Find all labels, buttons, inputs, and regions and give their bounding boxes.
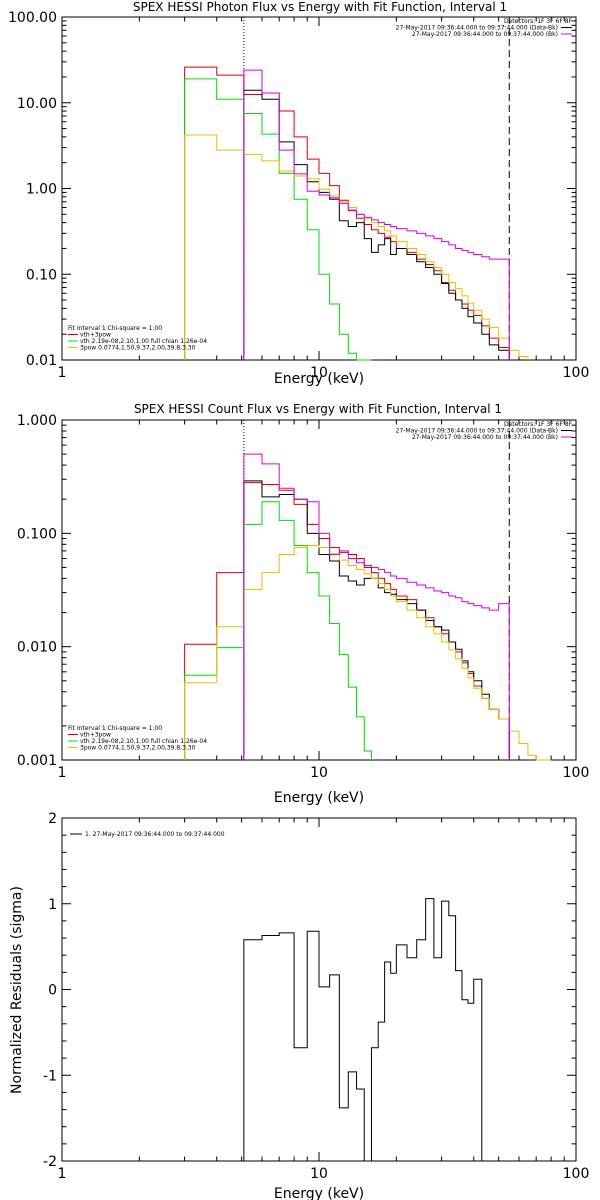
- legend-bottom-entry: 3pow 0.0774,1.50,9.37,2.00,39.8,3.30: [80, 745, 196, 752]
- residuals-y-axis-label: Normalized Residuals (sigma): [9, 886, 25, 1094]
- legend-bottom-entry: vth 2.19e-08,2.10,1.00 full chian 1.26e-…: [80, 338, 207, 345]
- count-flux-x-axis-label: Energy (keV): [274, 790, 364, 806]
- legend-top-entry: Detectors: 1F 3F 6F 8F: [504, 421, 573, 428]
- legend-top-entry: 27-May-2017 09:36:44.000 to 09:37:44.000…: [396, 428, 558, 435]
- green-vth-component-step-line: [184, 501, 372, 760]
- red-vth-3pow-fit-step-line: [184, 482, 510, 760]
- black-data-minus-background-step-line: [243, 89, 510, 360]
- legend-top-entry: Detectors: 1F 3F 6F 8F: [504, 18, 573, 25]
- magenta-background-step-line: [243, 69, 510, 360]
- x-tick-label: 1: [58, 765, 67, 781]
- residuals-legend: 1. 27-May-2017 09:36:44.000 to 09:37:44.…: [70, 831, 225, 838]
- residuals-panel: Energy (keV) Normalized Residuals (sigma…: [9, 811, 589, 1200]
- count-flux-legend-bottom: Fit Interval 1 Chi-square = 1.00vth+3pow…: [68, 725, 207, 752]
- y-tick-label: 0.100: [17, 526, 57, 542]
- legend-bottom-entry: 3pow 0.0774,1.50,9.37,2.00,39.8,3.30: [80, 345, 196, 352]
- residuals-step-line: [243, 898, 483, 1162]
- x-tick-label: 10: [310, 1166, 328, 1182]
- residuals-x-axis-label: Energy (keV): [274, 1186, 364, 1200]
- count-flux-range-markers: [243, 420, 510, 760]
- y-tick-label: 1.000: [17, 413, 57, 429]
- y-tick-label: 1.00: [26, 182, 57, 198]
- y-tick-label: 100.00: [8, 10, 57, 26]
- photon-flux-title: SPEX HESSI Photon Flux vs Energy with Fi…: [133, 0, 507, 14]
- photon-flux-legend-bottom: Fit Interval 1 Chi-square = 1.00vth+3pow…: [68, 325, 207, 352]
- green-vth-component-step-line: [184, 78, 372, 361]
- black-data-minus-background-step-line: [243, 480, 510, 760]
- residuals-axis-ticks: 1 10 100 -2 -1 0 1 2: [43, 811, 589, 1182]
- y-tick-label: 0.10: [26, 267, 57, 283]
- y-tick-label: 0.01: [26, 353, 57, 369]
- yellow-3pow-component-step-line: [184, 545, 552, 761]
- y-tick-label: 0.001: [17, 753, 57, 769]
- y-tick-label: 10.00: [17, 96, 57, 112]
- magenta-background-step-line: [243, 453, 510, 760]
- photon-flux-panel: SPEX HESSI Photon Flux vs Energy with Fi…: [8, 0, 589, 387]
- legend-bottom-entry: Fit Interval 1 Chi-square = 1.00: [68, 325, 162, 332]
- x-tick-label: 100: [563, 365, 590, 381]
- red-vth-3pow-fit-step-line: [184, 66, 510, 360]
- x-tick-label: 100: [563, 1166, 590, 1182]
- x-tick-label: 100: [563, 765, 590, 781]
- y-tick-label: -2: [43, 1154, 57, 1170]
- photon-flux-axis-ticks: 1 10 100 0.01 0.10 1.00 10.00 100.00: [8, 10, 589, 381]
- photon-flux-range-markers: [243, 17, 510, 360]
- photon-flux-series: [184, 66, 529, 361]
- yellow-3pow-component-step-line: [184, 134, 529, 360]
- residuals-plot-frame: [61, 817, 577, 1162]
- legend-bottom-entry: vth+3pow: [80, 332, 111, 339]
- x-tick-label: 1: [58, 365, 67, 381]
- count-flux-axis-ticks: 1 10 100 0.001 0.010 0.100 1.000: [17, 413, 589, 781]
- y-tick-label: 1: [48, 897, 57, 913]
- count-flux-panel: SPEX HESSI Count Flux vs Energy with Fit…: [17, 402, 589, 806]
- x-tick-label: 1: [58, 1166, 67, 1182]
- x-tick-label: 10: [310, 765, 328, 781]
- count-flux-title: SPEX HESSI Count Flux vs Energy with Fit…: [134, 402, 502, 416]
- count-flux-series: [184, 453, 552, 761]
- residuals-legend-entry: 1. 27-May-2017 09:36:44.000 to 09:37:44.…: [85, 831, 225, 838]
- y-tick-label: 0.010: [17, 640, 57, 656]
- legend-top-entry: 27-May-2017 09:36:44.000 to 09:37:44.000…: [396, 25, 558, 32]
- legend-bottom-entry: vth 2.19e-08,2.10,1.00 full chian 1.26e-…: [80, 738, 207, 745]
- y-tick-label: -1: [43, 1068, 57, 1084]
- residuals-series: [243, 898, 483, 1162]
- x-tick-label: 10: [310, 365, 328, 381]
- y-tick-label: 0: [48, 983, 57, 999]
- photon-flux-x-axis-label: Energy (keV): [274, 371, 364, 387]
- y-tick-label: 2: [48, 811, 57, 827]
- legend-bottom-entry: Fit Interval 1 Chi-square = 1.00: [68, 725, 162, 732]
- legend-top-entry: 27-May-2017 09:36:44.000 to 09:37:44.000…: [412, 31, 558, 38]
- legend-bottom-entry: vth+3pow: [80, 732, 111, 739]
- legend-top-entry: 27-May-2017 09:36:44.000 to 09:37:44.000…: [412, 434, 558, 441]
